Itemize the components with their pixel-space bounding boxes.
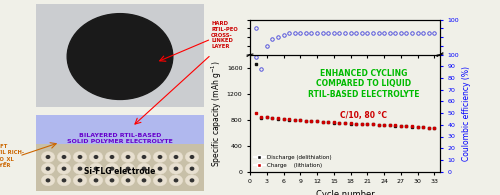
Circle shape (46, 167, 50, 170)
Circle shape (122, 152, 134, 162)
Circle shape (158, 156, 162, 158)
Circle shape (126, 167, 130, 170)
Circle shape (78, 156, 82, 158)
Circle shape (174, 156, 178, 158)
Circle shape (94, 179, 98, 182)
Circle shape (154, 175, 166, 186)
Circle shape (186, 152, 198, 162)
Circle shape (126, 179, 130, 182)
Bar (36, 4, 204, 107)
Circle shape (186, 163, 198, 174)
Circle shape (142, 179, 146, 182)
Circle shape (142, 167, 146, 170)
Circle shape (122, 163, 134, 174)
Circle shape (190, 179, 194, 182)
Circle shape (170, 163, 182, 174)
Text: SOLID POLYMER ELECTROLYTE: SOLID POLYMER ELECTROLYTE (67, 139, 173, 144)
Circle shape (90, 175, 102, 186)
Circle shape (62, 156, 66, 158)
Circle shape (58, 152, 70, 162)
Circle shape (122, 175, 134, 186)
Circle shape (110, 179, 114, 182)
Circle shape (158, 179, 162, 182)
Circle shape (174, 167, 178, 170)
Circle shape (190, 167, 194, 170)
Circle shape (74, 152, 86, 162)
Circle shape (62, 179, 66, 182)
Text: Si-FLG electrode: Si-FLG electrode (84, 167, 156, 176)
Circle shape (170, 152, 182, 162)
Text: BILAYERED RTIL-BASED: BILAYERED RTIL-BASED (79, 133, 161, 138)
Y-axis label: Specific capacity (mAh g$^{-1}$): Specific capacity (mAh g$^{-1}$) (210, 60, 224, 167)
Text: ENHANCED CYCLING
COMPARED TO LIQUID
RTIL-BASED ELECTROLYTE: ENHANCED CYCLING COMPARED TO LIQUID RTIL… (308, 69, 420, 99)
Circle shape (46, 179, 50, 182)
Text: HARD
RTIL-PEO
CROSS-
LINKED
LAYER: HARD RTIL-PEO CROSS- LINKED LAYER (211, 21, 238, 49)
Circle shape (42, 163, 54, 174)
Circle shape (170, 175, 182, 186)
Circle shape (138, 175, 150, 186)
Circle shape (74, 163, 86, 174)
Circle shape (154, 163, 166, 174)
Circle shape (74, 175, 86, 186)
Circle shape (58, 175, 70, 186)
Circle shape (90, 152, 102, 162)
X-axis label: Cycle number: Cycle number (316, 190, 374, 195)
Circle shape (174, 179, 178, 182)
Circle shape (110, 156, 114, 158)
Circle shape (142, 156, 146, 158)
Bar (36, 115, 204, 144)
Circle shape (67, 14, 173, 99)
Circle shape (106, 163, 118, 174)
Circle shape (94, 156, 98, 158)
Circle shape (78, 167, 82, 170)
Bar (36, 144, 204, 191)
Circle shape (190, 156, 194, 158)
Circle shape (110, 167, 114, 170)
Circle shape (154, 152, 166, 162)
Circle shape (62, 167, 66, 170)
Circle shape (46, 156, 50, 158)
Circle shape (90, 163, 102, 174)
Legend: Discharge (delithiation), Charge    (lithiation): Discharge (delithiation), Charge (lithia… (253, 154, 332, 169)
Circle shape (42, 152, 54, 162)
Y-axis label: Coulombic efficiency (%): Coulombic efficiency (%) (462, 66, 471, 161)
Circle shape (106, 175, 118, 186)
Circle shape (138, 163, 150, 174)
Circle shape (126, 156, 130, 158)
Circle shape (158, 167, 162, 170)
Circle shape (106, 152, 118, 162)
Circle shape (78, 179, 82, 182)
Circle shape (42, 175, 54, 186)
Text: SOFT
RTIL RICH-
PEO_XL
LAYER: SOFT RTIL RICH- PEO_XL LAYER (0, 144, 24, 168)
Circle shape (186, 175, 198, 186)
Circle shape (58, 163, 70, 174)
Text: C/10, 80 °C: C/10, 80 °C (340, 111, 388, 120)
Circle shape (94, 167, 98, 170)
Bar (36, 4, 204, 107)
Circle shape (138, 152, 150, 162)
